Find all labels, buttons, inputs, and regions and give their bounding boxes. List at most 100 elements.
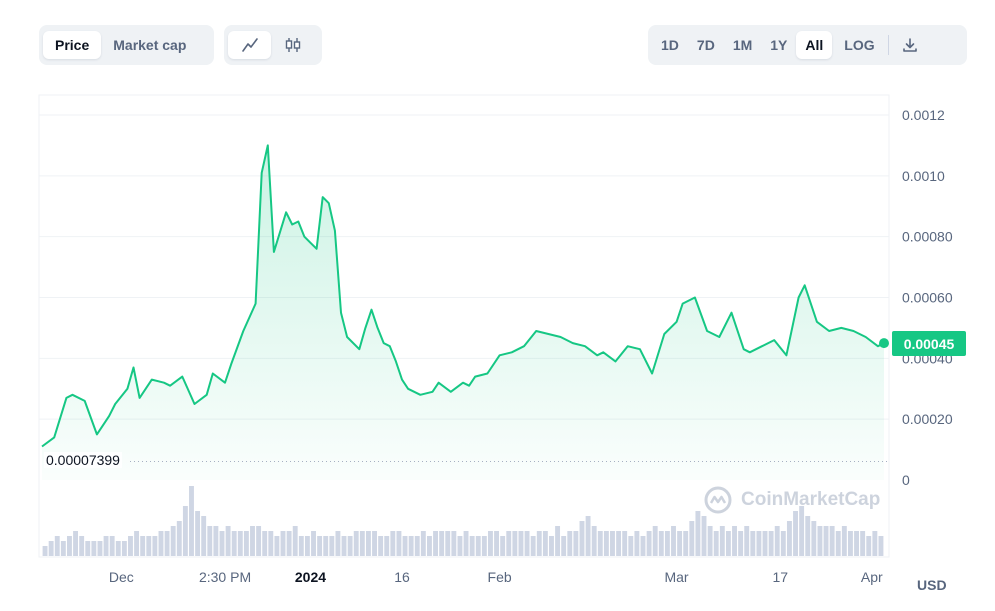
range-1d-button[interactable]: 1D bbox=[661, 37, 679, 53]
range-all-button[interactable]: All bbox=[796, 31, 833, 59]
volume-bar bbox=[231, 531, 237, 556]
volume-bar bbox=[280, 531, 286, 556]
volume-bar bbox=[396, 531, 402, 556]
volume-bar bbox=[103, 536, 109, 556]
volume-bar bbox=[256, 526, 262, 556]
volume-bar bbox=[274, 536, 280, 556]
volume-bar bbox=[152, 536, 158, 556]
y-tick-label: 0.0010 bbox=[902, 168, 945, 184]
volume-bar bbox=[79, 536, 85, 556]
volume-bar bbox=[799, 506, 805, 556]
watermark-text: CoinMarketCap bbox=[741, 489, 881, 510]
volume-bar bbox=[286, 531, 292, 556]
volume-bar bbox=[658, 531, 664, 556]
time-range-selector: 1D 7D 1M 1Y All LOG bbox=[648, 25, 967, 65]
volume-bar bbox=[225, 526, 231, 556]
volume-bar bbox=[298, 536, 304, 556]
volume-bar bbox=[311, 531, 316, 556]
volume-bar bbox=[115, 541, 121, 556]
volume-bar bbox=[744, 526, 750, 556]
volume-bar bbox=[713, 531, 719, 556]
volume-bar bbox=[555, 526, 561, 556]
volume-bar bbox=[835, 531, 841, 556]
current-price-badge: 0.00045 bbox=[892, 331, 966, 356]
volume-bar bbox=[488, 531, 493, 556]
x-tick-label: Mar bbox=[664, 569, 688, 585]
volume-bar bbox=[640, 536, 646, 556]
volume-bar bbox=[176, 521, 182, 556]
price-area-fill bbox=[42, 145, 884, 480]
volume-bar bbox=[146, 536, 152, 556]
volume-bar bbox=[408, 536, 414, 556]
volume-bar bbox=[603, 531, 609, 556]
y-tick-label: 0.00060 bbox=[902, 290, 953, 306]
volume-bar bbox=[817, 526, 823, 556]
candlestick-button[interactable] bbox=[271, 31, 314, 59]
volume-bar bbox=[823, 526, 829, 556]
x-tick-label: Apr bbox=[861, 569, 883, 585]
volume-bar bbox=[701, 516, 707, 556]
coinmarketcap-logo-icon bbox=[704, 486, 732, 514]
volume-bar bbox=[73, 531, 79, 556]
volume-bar bbox=[97, 541, 103, 556]
volume-bar bbox=[91, 541, 97, 556]
x-tick-label: 16 bbox=[394, 569, 410, 585]
volume-bar bbox=[164, 531, 170, 556]
volume-bar bbox=[414, 536, 420, 556]
volume-bar bbox=[341, 536, 347, 556]
volume-bar bbox=[786, 521, 792, 556]
volume-bar bbox=[347, 536, 353, 556]
volume-bar bbox=[170, 526, 176, 556]
volume-bar bbox=[243, 531, 249, 556]
volume-bar bbox=[329, 536, 335, 556]
volume-bar bbox=[652, 526, 658, 556]
tab-price[interactable]: Price bbox=[43, 31, 102, 59]
volume-bar bbox=[402, 536, 408, 556]
tab-market-cap[interactable]: Market cap bbox=[113, 37, 187, 53]
x-tick-label: 2:30 PM bbox=[199, 569, 251, 585]
volume-bar bbox=[390, 531, 396, 556]
volume-bar bbox=[317, 536, 323, 556]
volume-bar bbox=[567, 531, 573, 556]
volume-bar bbox=[353, 531, 359, 556]
x-axis: Dec 2:30 PM 2024 16 Feb Mar 17 Apr bbox=[109, 569, 883, 585]
volume-bar bbox=[134, 531, 140, 556]
x-tick-label: Dec bbox=[109, 569, 134, 585]
volume-bar bbox=[469, 536, 475, 556]
current-price-dot bbox=[879, 338, 889, 349]
volume-bar bbox=[579, 521, 585, 556]
currency-label: USD bbox=[917, 577, 947, 593]
volume-bar bbox=[610, 531, 615, 556]
volume-bar bbox=[445, 531, 451, 556]
volume-bar bbox=[262, 531, 268, 556]
y-tick-label: 0 bbox=[902, 472, 910, 488]
range-1y-button[interactable]: 1Y bbox=[770, 37, 788, 53]
volume-bar bbox=[872, 531, 878, 556]
volume-bar bbox=[707, 526, 713, 556]
volume-bar bbox=[677, 531, 683, 556]
volume-bar bbox=[42, 546, 48, 556]
volume-bar bbox=[109, 536, 115, 556]
volume-bar bbox=[860, 531, 866, 556]
volume-bar bbox=[762, 531, 768, 556]
volume-bar bbox=[695, 511, 701, 556]
range-1m-button[interactable]: 1M bbox=[732, 37, 753, 53]
volume-bar bbox=[481, 536, 487, 556]
line-chart-button[interactable] bbox=[228, 31, 271, 59]
volume-bar bbox=[372, 531, 377, 556]
log-scale-button[interactable]: LOG bbox=[844, 37, 875, 53]
volume-bar bbox=[439, 531, 445, 556]
x-tick-label: Feb bbox=[488, 569, 512, 585]
volume-bar bbox=[549, 536, 554, 556]
volume-bar bbox=[512, 531, 518, 556]
volume-bar bbox=[866, 536, 872, 556]
volume-bar bbox=[494, 531, 500, 556]
price-line bbox=[41, 144, 885, 448]
download-button[interactable] bbox=[893, 31, 927, 59]
y-tick-label: 0.0012 bbox=[902, 107, 945, 123]
range-7d-button[interactable]: 7D bbox=[696, 37, 715, 53]
volume-bar bbox=[805, 516, 811, 556]
volume-bar bbox=[195, 511, 201, 556]
volume-bar bbox=[323, 536, 329, 556]
